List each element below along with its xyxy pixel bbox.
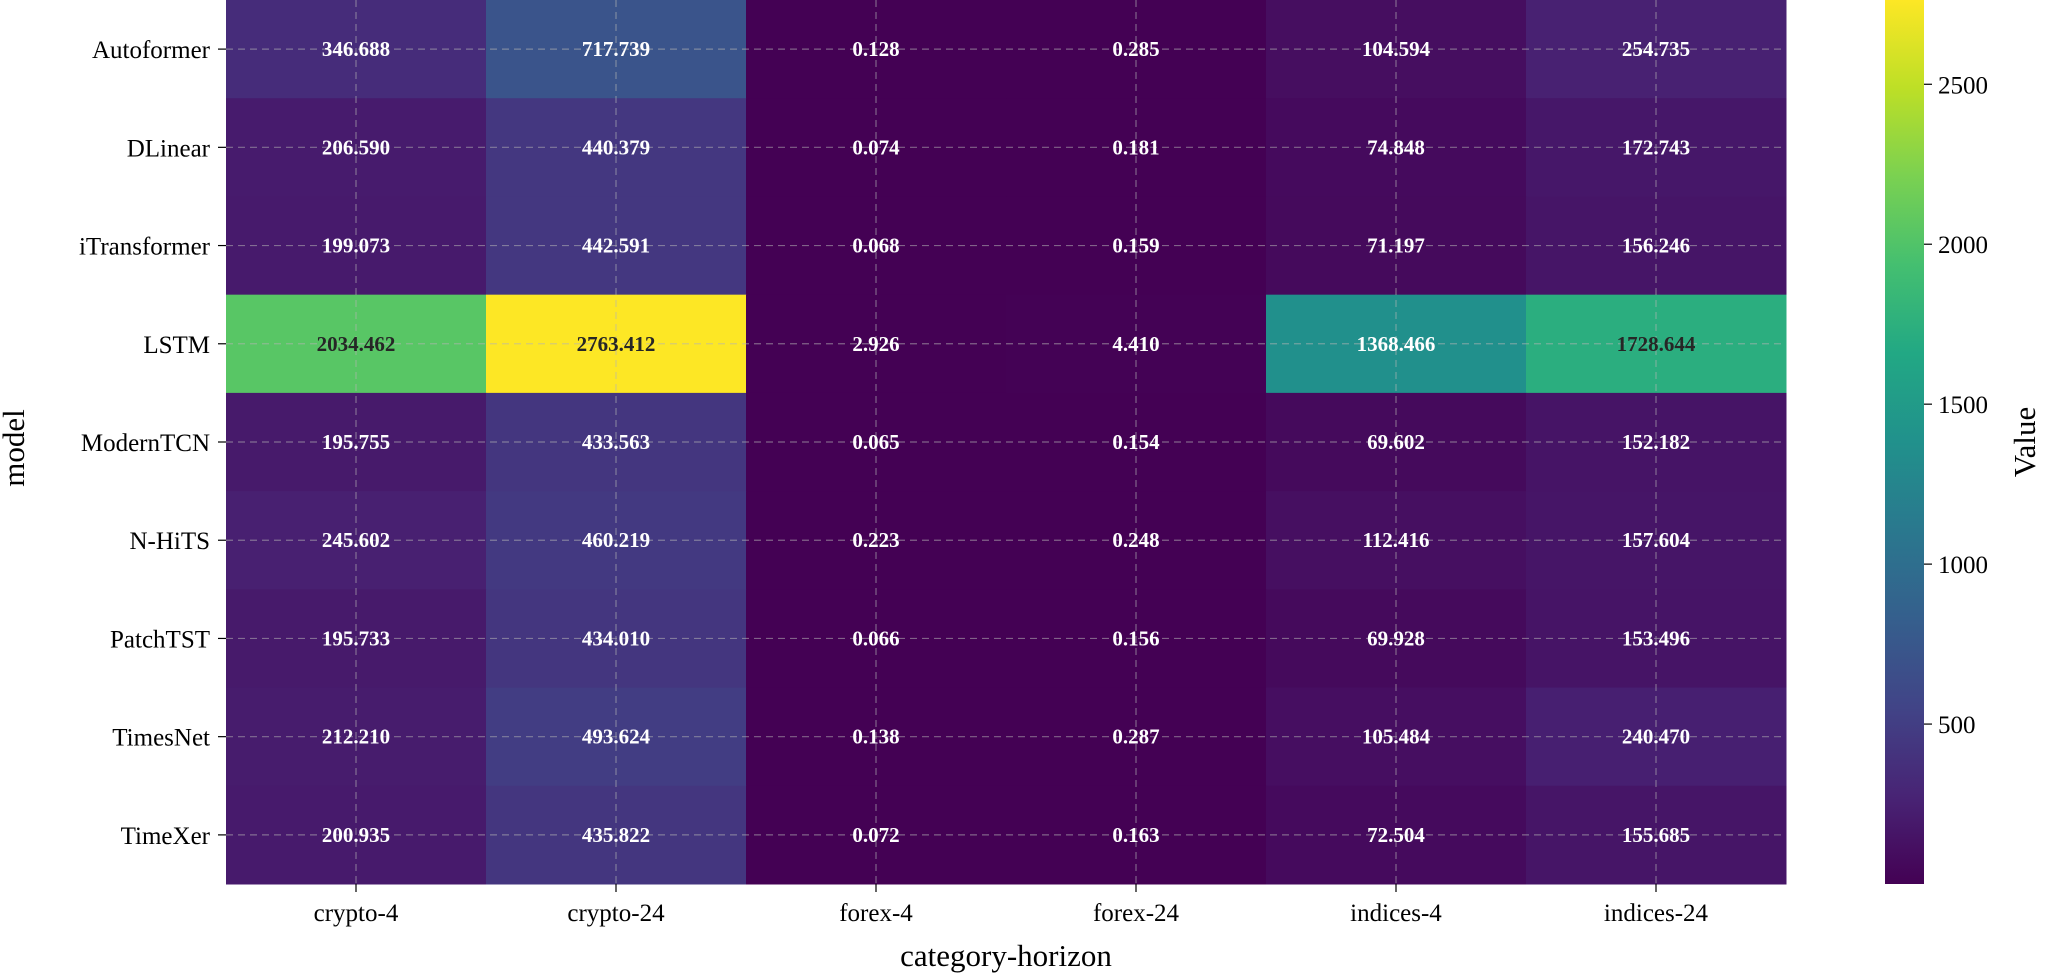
cell-value-label: 152.182 <box>1622 430 1690 454</box>
colorbar-tick-label: 500 <box>1938 712 1976 739</box>
x-tick-label: indices-24 <box>1604 900 1709 927</box>
cell-value-label: 157.604 <box>1622 528 1691 552</box>
cell-value-label: 155.685 <box>1622 823 1690 847</box>
x-axis-ticks: crypto-4 crypto-24 forex-4 forex-24 indices-… <box>314 884 1709 927</box>
cell-value-label: 0.223 <box>852 528 899 552</box>
cell-value-label: 69.928 <box>1367 626 1425 650</box>
x-tick-label: crypto-4 <box>314 900 399 927</box>
cell-value-label: 1368.466 <box>1357 332 1436 356</box>
cell-value-label: 0.285 <box>1112 37 1159 61</box>
cell-value-label: 0.154 <box>1112 430 1160 454</box>
colorbar-tick-label: 1500 <box>1938 392 1988 419</box>
grid-lines <box>226 0 1786 884</box>
cell-value-label: 69.602 <box>1367 430 1425 454</box>
cell-value-label: 0.181 <box>1112 135 1159 159</box>
x-axis-title: category-horizon <box>900 938 1112 973</box>
cell-value-label: 346.688 <box>322 37 390 61</box>
cell-value-label: 717.739 <box>582 37 650 61</box>
cell-value-label: 74.848 <box>1367 135 1425 159</box>
cell-value-labels: 346.688 717.739 0.128 0.285 104.594 254.735 20… <box>317 37 1696 847</box>
x-tick-label: indices-4 <box>1350 900 1442 927</box>
y-tick-label: PatchTST <box>110 626 210 653</box>
cell-value-label: 2763.412 <box>577 332 656 356</box>
y-axis-ticks: Autoformer DLinear iTransformer LSTM ModernT… <box>79 37 226 850</box>
y-tick-label: iTransformer <box>79 234 211 261</box>
cell-value-label: 0.248 <box>1112 528 1159 552</box>
y-tick-label: ModernTCN <box>81 430 210 457</box>
cell-value-label: 0.156 <box>1112 626 1159 650</box>
cell-value-label: 0.074 <box>852 135 900 159</box>
cell-value-label: 153.496 <box>1622 626 1690 650</box>
x-tick-label: forex-24 <box>1093 900 1180 927</box>
y-tick-label: TimeXer <box>121 823 211 850</box>
cell-value-label: 1728.644 <box>1617 332 1696 356</box>
cell-value-label: 245.602 <box>322 528 390 552</box>
cell-value-label: 0.128 <box>852 37 899 61</box>
cell-value-label: 240.470 <box>1622 725 1690 749</box>
cell-value-label: 442.591 <box>582 234 650 258</box>
cell-value-label: 2034.462 <box>317 332 396 356</box>
cell-value-label: 0.068 <box>852 234 899 258</box>
cell-value-label: 0.072 <box>852 823 899 847</box>
colorbar-tick-label: 2000 <box>1938 232 1988 259</box>
colorbar-gradient <box>1885 0 1924 884</box>
colorbar-ticks: 500 1000 1500 2000 2500 <box>1924 72 1988 739</box>
cell-value-label: 434.010 <box>582 626 650 650</box>
y-tick-label: Autoformer <box>92 37 211 64</box>
colorbar: 500 1000 1500 2000 2500 Value <box>1885 0 2042 884</box>
cell-value-label: 71.197 <box>1367 234 1425 258</box>
cell-value-label: 0.065 <box>852 430 899 454</box>
x-tick-label: forex-4 <box>839 900 913 927</box>
cell-value-label: 200.935 <box>322 823 390 847</box>
x-tick-label: crypto-24 <box>567 900 665 927</box>
cell-value-label: 195.755 <box>322 430 390 454</box>
y-tick-label: LSTM <box>143 332 210 359</box>
cell-value-label: 0.138 <box>852 725 899 749</box>
cell-value-label: 172.743 <box>1622 135 1690 159</box>
cell-value-label: 195.733 <box>322 626 390 650</box>
cell-value-label: 105.484 <box>1362 725 1431 749</box>
cell-value-label: 199.073 <box>322 234 390 258</box>
cell-value-label: 493.624 <box>582 725 651 749</box>
cell-value-label: 433.563 <box>582 430 650 454</box>
colorbar-tick-label: 1000 <box>1938 552 1988 579</box>
cell-value-label: 254.735 <box>1622 37 1690 61</box>
cell-value-label: 435.822 <box>582 823 650 847</box>
cell-value-label: 156.246 <box>1622 234 1690 258</box>
y-axis-title: model <box>0 409 31 487</box>
cell-value-label: 460.219 <box>582 528 650 552</box>
cell-value-label: 0.066 <box>852 626 899 650</box>
colorbar-tick-label: 2500 <box>1938 72 1988 99</box>
cell-value-label: 112.416 <box>1362 528 1429 552</box>
cell-value-label: 0.163 <box>1112 823 1159 847</box>
cell-value-label: 0.287 <box>1112 725 1159 749</box>
cell-value-label: 4.410 <box>1112 332 1159 356</box>
cell-value-label: 440.379 <box>582 135 650 159</box>
y-tick-label: TimesNet <box>112 725 210 752</box>
y-tick-label: N-HiTS <box>129 528 210 555</box>
cell-value-label: 2.926 <box>852 332 899 356</box>
cell-value-label: 104.594 <box>1362 37 1431 61</box>
cell-value-label: 72.504 <box>1367 823 1425 847</box>
cell-value-label: 0.159 <box>1112 234 1159 258</box>
cell-value-label: 212.210 <box>322 725 390 749</box>
colorbar-title: Value <box>2007 407 2042 478</box>
cell-value-label: 206.590 <box>322 135 390 159</box>
y-tick-label: DLinear <box>127 135 211 162</box>
